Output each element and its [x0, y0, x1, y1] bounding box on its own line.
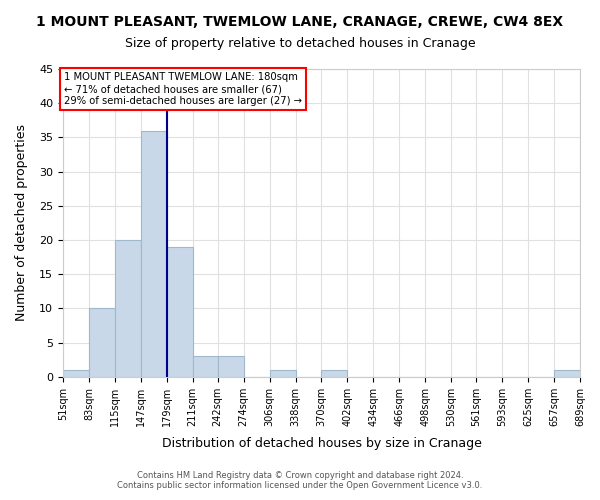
- Text: Contains HM Land Registry data © Crown copyright and database right 2024.
Contai: Contains HM Land Registry data © Crown c…: [118, 470, 482, 490]
- Text: 1 MOUNT PLEASANT TWEMLOW LANE: 180sqm
← 71% of detached houses are smaller (67)
: 1 MOUNT PLEASANT TWEMLOW LANE: 180sqm ← …: [64, 72, 302, 106]
- Bar: [167, 247, 193, 377]
- Bar: [141, 130, 167, 377]
- Bar: [63, 370, 89, 377]
- Bar: [322, 370, 347, 377]
- Text: Size of property relative to detached houses in Cranage: Size of property relative to detached ho…: [125, 38, 475, 51]
- Bar: [269, 370, 296, 377]
- Bar: [115, 240, 141, 377]
- Text: 1 MOUNT PLEASANT, TWEMLOW LANE, CRANAGE, CREWE, CW4 8EX: 1 MOUNT PLEASANT, TWEMLOW LANE, CRANAGE,…: [37, 15, 563, 29]
- Bar: [554, 370, 580, 377]
- X-axis label: Distribution of detached houses by size in Cranage: Distribution of detached houses by size …: [161, 437, 481, 450]
- Bar: [218, 356, 244, 377]
- Bar: [193, 356, 218, 377]
- Y-axis label: Number of detached properties: Number of detached properties: [15, 124, 28, 322]
- Bar: [89, 308, 115, 377]
